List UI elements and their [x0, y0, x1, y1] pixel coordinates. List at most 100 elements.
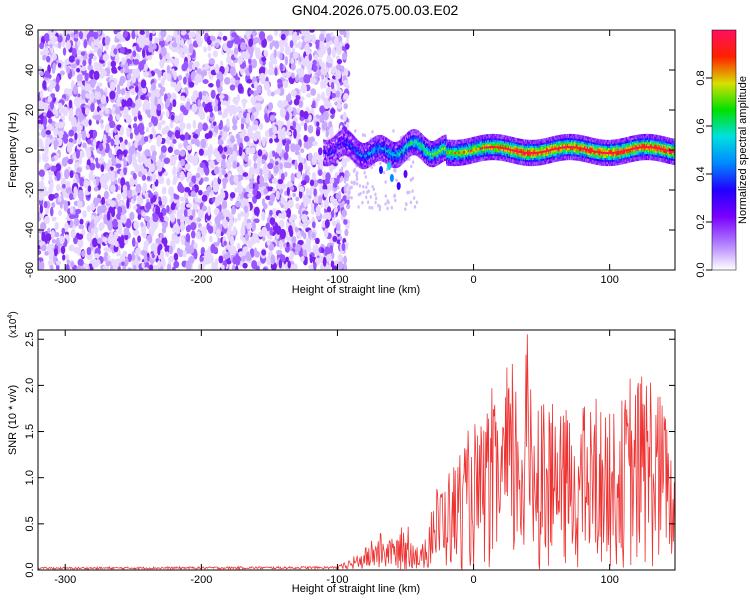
spectrogram-cell	[98, 222, 105, 230]
spectrogram-cell	[208, 82, 214, 88]
spectrogram-cell	[76, 67, 81, 73]
spectrogram-cell	[55, 260, 61, 266]
spectrogram-cell	[364, 175, 367, 179]
spectrogram-cell	[88, 57, 92, 66]
spectrogram-cell	[332, 199, 338, 207]
spectrogram-cell	[229, 235, 235, 246]
spectrogram-cell	[109, 200, 116, 208]
spectrogram-cell	[163, 171, 169, 177]
spectrogram-cell	[43, 112, 47, 117]
spectrogram-cell	[207, 44, 212, 52]
spectrogram-cell	[257, 149, 263, 157]
spectrogram-cell	[371, 129, 374, 134]
spectrogram-cell	[77, 138, 82, 145]
spectrogram-cell	[76, 233, 80, 238]
spectrogram-cell	[172, 138, 177, 144]
spectrogram-cell	[341, 242, 346, 252]
spectrogram-cell	[301, 30, 307, 36]
spectrogram-cell	[277, 78, 283, 84]
spectrogram-cell	[193, 94, 198, 100]
spectrogram-cell	[285, 236, 292, 242]
spectrogram-cell	[144, 149, 151, 157]
spectrogram-cell	[184, 132, 189, 141]
spectrogram-cell	[410, 164, 413, 169]
spectrogram-cell	[54, 192, 59, 198]
spectrogram-cell	[344, 43, 350, 50]
spectrogram-cell	[303, 251, 308, 257]
spectrogram-cell	[62, 47, 67, 56]
spectrogram-cell	[406, 190, 409, 195]
spectrogram-cell	[259, 187, 265, 194]
spectrogram-cell	[322, 256, 327, 267]
spectrogram-cell	[98, 157, 105, 164]
spectrogram-cell	[92, 139, 97, 148]
spectrogram-cell	[232, 160, 237, 169]
spectrogram-cell	[124, 257, 129, 266]
spectrogram-cell	[94, 259, 101, 267]
spectrogram-cell	[45, 233, 52, 242]
spectrogram-cell	[183, 208, 188, 218]
spectrogram-cell	[262, 148, 267, 154]
spectrogram-cell	[343, 263, 348, 270]
spectrogram-cell	[173, 194, 180, 200]
spectrogram-cell	[295, 75, 299, 82]
spectrogram-cell	[278, 239, 283, 250]
spectrogram-cell	[266, 35, 273, 41]
spectrogram-cell	[337, 185, 340, 190]
spectrogram-cell	[258, 231, 264, 238]
spectrogram-cell	[159, 89, 163, 95]
spectrogram-cell	[254, 47, 261, 58]
spectrogram-cell	[275, 225, 282, 235]
spectrogram-cell	[137, 144, 143, 152]
spectrogram-cell	[269, 114, 276, 122]
spectrogram-cell	[274, 40, 280, 50]
spectrogram-cell	[330, 81, 335, 90]
spectrogram-cell	[93, 215, 100, 223]
spectrogram-cell	[184, 33, 190, 40]
spectrogram-cell	[153, 68, 160, 74]
spectrogram-cell	[289, 250, 295, 260]
spectrogram-cell	[213, 125, 219, 133]
spectrogram-cell	[294, 35, 301, 41]
spectrogram-cell	[146, 175, 151, 181]
spectrogram-cell	[177, 143, 183, 149]
spectrogram-cell	[194, 153, 199, 163]
spectrogram-cell	[113, 48, 118, 55]
spectrogram-cell	[404, 207, 407, 211]
spectrogram-cell	[183, 76, 187, 85]
spectrogram-cell	[91, 227, 95, 235]
spectrogram-cell	[342, 111, 347, 122]
spectrogram-cell	[145, 126, 150, 133]
spectrogram-cell	[41, 152, 47, 162]
spectrogram-cell	[379, 161, 382, 166]
spectrogram-cell	[304, 77, 311, 84]
spectrogram-cell	[253, 206, 260, 216]
spectrogram-cell	[342, 200, 345, 205]
spectrogram-cell	[199, 162, 206, 168]
spectrogram-cell	[225, 64, 229, 73]
spectrogram-cell	[44, 42, 48, 48]
spectrogram-cell	[150, 144, 156, 152]
spectrogram-cell	[311, 257, 316, 262]
spectrogram-cell	[199, 111, 205, 121]
spectrogram-cell	[252, 232, 258, 239]
spectrogram-cell	[120, 126, 124, 136]
spectrogram-cell	[104, 184, 109, 191]
spectrogram-cell	[141, 59, 146, 65]
spectrogram-cell	[105, 108, 110, 115]
spectrogram-cell	[109, 85, 114, 90]
spectrogram-cell	[294, 144, 301, 152]
spectrogram-cell	[102, 134, 107, 145]
spectrogram-cell	[281, 127, 286, 134]
spectrogram-cell	[278, 213, 283, 219]
spectrogram-cell	[316, 121, 320, 127]
spectrogram-cell	[241, 198, 246, 206]
spectrogram-cell	[166, 35, 173, 42]
spectrogram-cell	[140, 94, 146, 101]
spectrogram-cell	[129, 177, 135, 187]
spectrogram-cell	[295, 95, 301, 101]
spectrogram-cell	[161, 258, 166, 269]
spectrogram-cell	[334, 139, 337, 142]
spectrogram-cell	[317, 48, 324, 58]
